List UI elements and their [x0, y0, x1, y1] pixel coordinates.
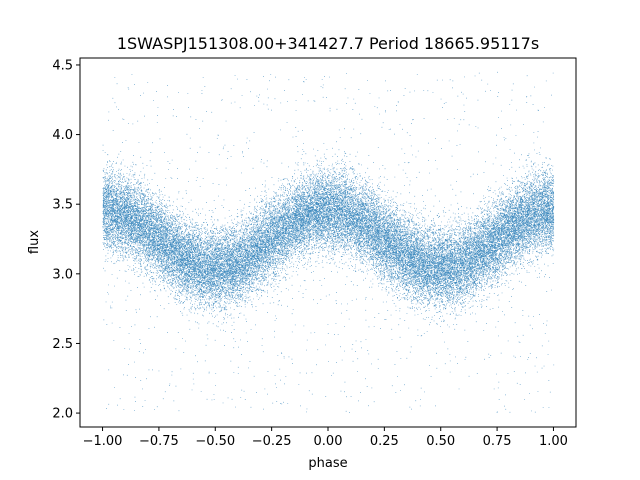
y-axis-label: flux: [27, 230, 42, 254]
x-tick-label: 0.25: [370, 434, 399, 449]
axes-background: [80, 58, 576, 427]
x-tick-label: −0.50: [195, 434, 235, 449]
data-points-layer: [102, 71, 555, 413]
x-tick-label: −1.00: [83, 434, 123, 449]
x-tick-label: 0.50: [426, 434, 455, 449]
y-tick-label: 4.0: [52, 128, 73, 143]
x-tick-label: −0.75: [139, 434, 179, 449]
chart-title: 1SWASPJ151308.00+341427.7 Period 18665.9…: [117, 34, 539, 53]
flux-data-points: [102, 71, 555, 413]
x-tick-label: −0.25: [252, 434, 292, 449]
plot-area: [79, 57, 577, 428]
y-tick-label: 2.0: [52, 407, 73, 422]
y-axis: 2.0 2.5 3.0 3.5 4.0 4.5: [52, 58, 80, 422]
x-tick-label: 0.75: [483, 434, 512, 449]
y-tick-label: 3.0: [52, 267, 73, 282]
y-tick-label: 3.5: [52, 198, 73, 213]
x-tick-label: 0.00: [314, 434, 343, 449]
y-tick-label: 4.5: [52, 58, 73, 73]
y-tick-label: 2.5: [52, 337, 73, 352]
x-axis: −1.00 −0.75 −0.50 −0.25 0.00 0.25 0.50 0.75 1.00: [83, 427, 568, 449]
x-tick-label: 1.00: [539, 434, 568, 449]
x-axis-label: phase: [308, 456, 347, 471]
